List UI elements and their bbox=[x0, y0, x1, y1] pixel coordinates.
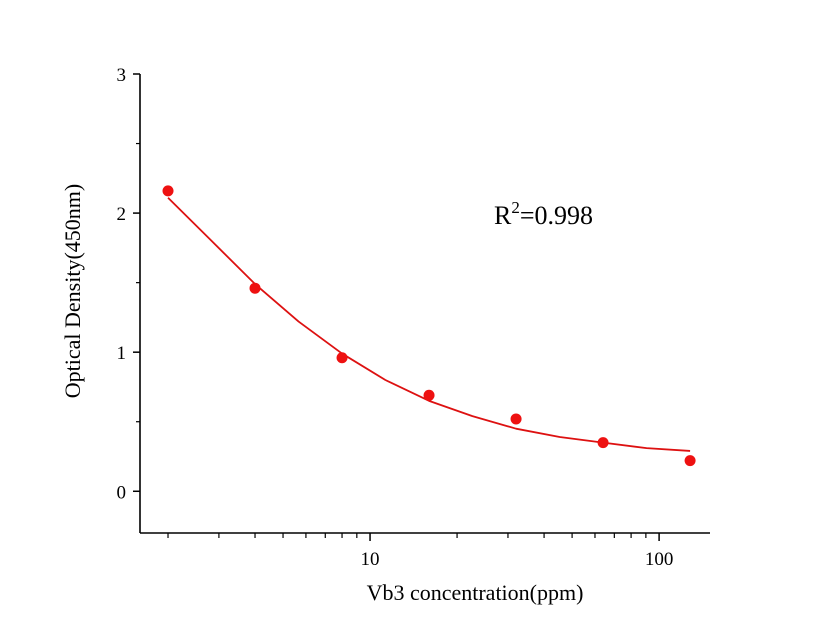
r-squared-annotation: R2=0.998 bbox=[494, 198, 593, 230]
data-point bbox=[249, 282, 261, 294]
data-marks bbox=[162, 185, 696, 467]
y-axis-title: Optical Density(450nm) bbox=[60, 184, 85, 398]
r-squared-value: =0.998 bbox=[520, 201, 593, 230]
y-tick-label: 2 bbox=[117, 204, 127, 225]
r-squared-superscript: 2 bbox=[511, 198, 520, 217]
data-point bbox=[423, 389, 435, 401]
data-point bbox=[336, 352, 348, 364]
x-tick-label: 10 bbox=[361, 549, 380, 570]
x-tick-label: 100 bbox=[645, 549, 674, 570]
data-point bbox=[597, 437, 609, 449]
fit-curve-line bbox=[167, 197, 691, 452]
y-tick-label: 0 bbox=[117, 482, 127, 503]
axes bbox=[139, 74, 710, 534]
data-point bbox=[510, 413, 522, 425]
ticks: 0 1 2 3 10 100 bbox=[117, 65, 674, 570]
y-tick-label: 3 bbox=[117, 65, 127, 86]
y-tick-label: 1 bbox=[117, 343, 127, 364]
x-axis-title: Vb3 concentration(ppm) bbox=[367, 580, 584, 605]
r-squared-base: R bbox=[494, 201, 512, 230]
data-point bbox=[684, 455, 696, 467]
data-point bbox=[162, 185, 174, 197]
